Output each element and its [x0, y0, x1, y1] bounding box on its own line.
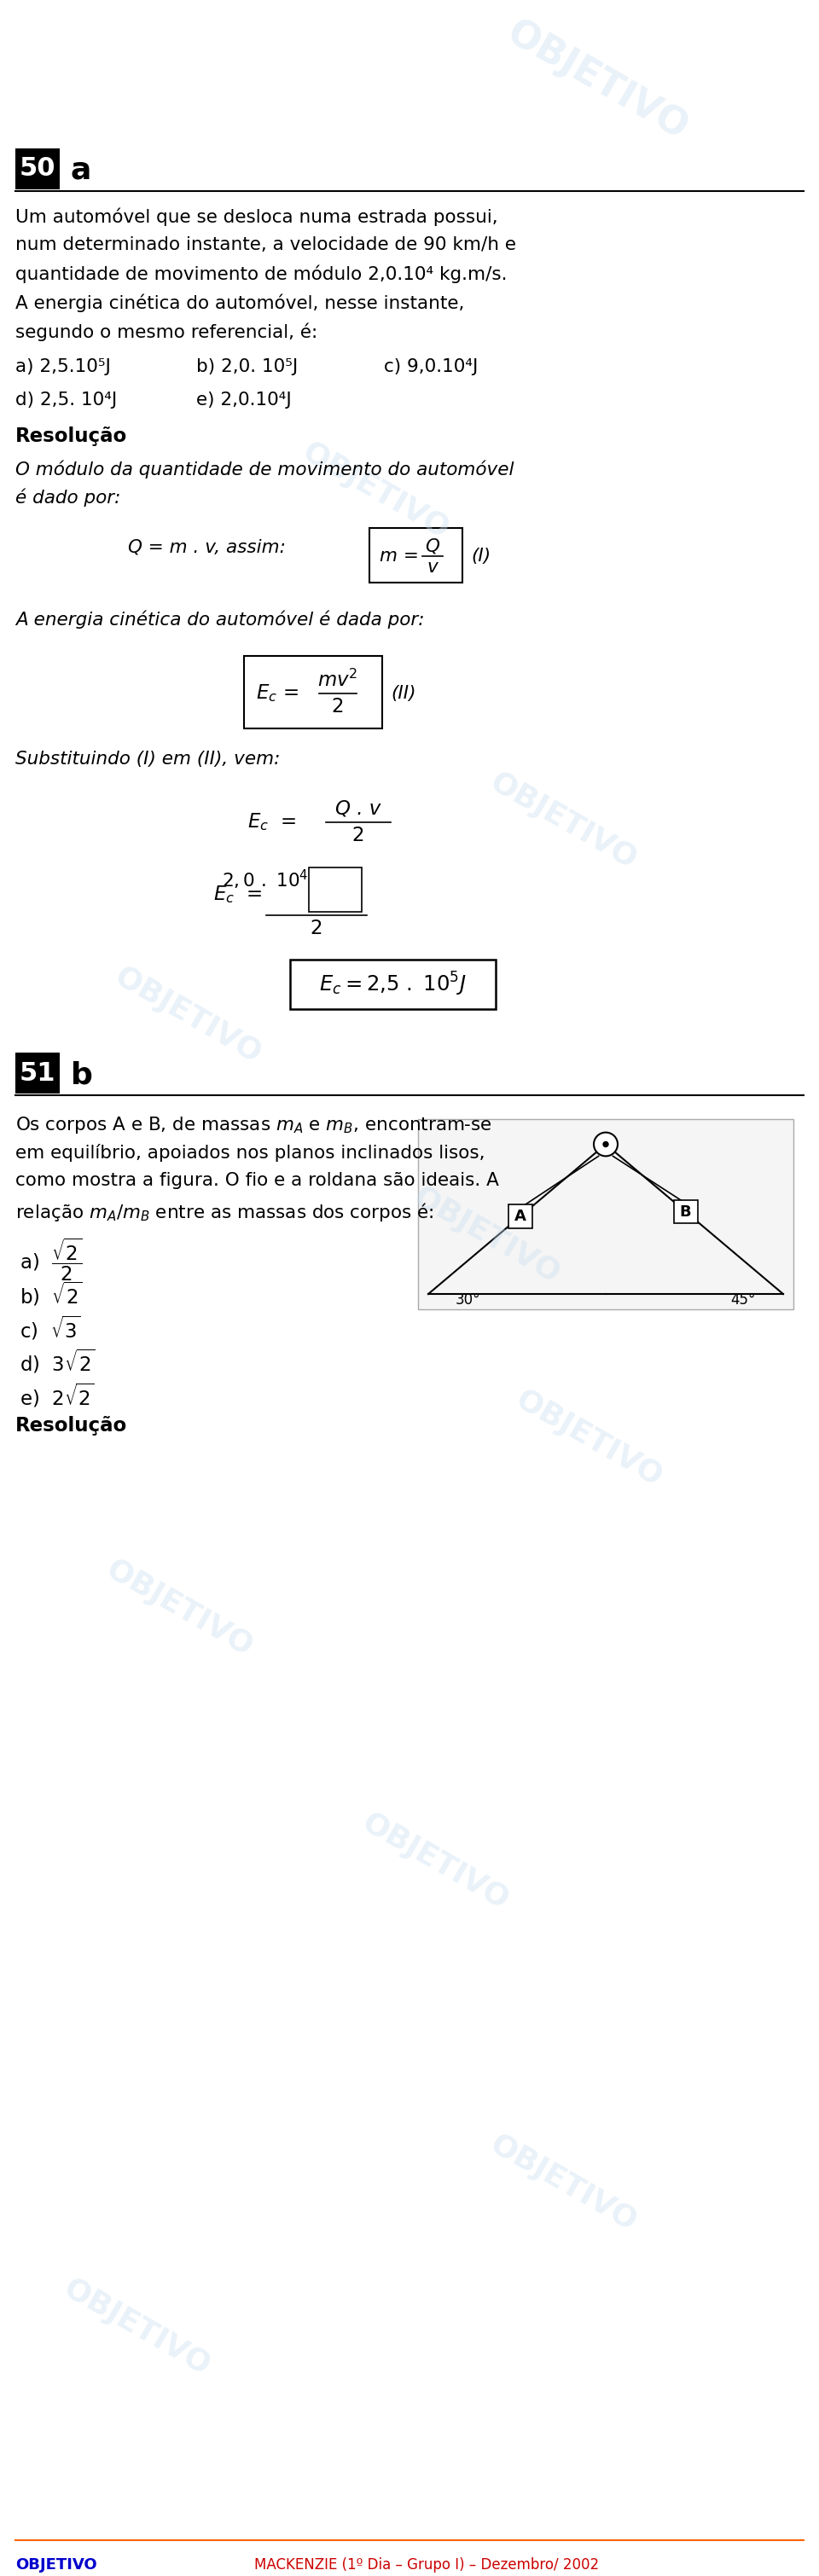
Text: b) 2,0. 10⁵J: b) 2,0. 10⁵J: [197, 358, 298, 376]
Text: A: A: [514, 1208, 527, 1224]
Text: 90: 90: [324, 873, 346, 889]
Text: OBJETIVO: OBJETIVO: [408, 1182, 565, 1291]
Circle shape: [594, 1133, 618, 1157]
Text: OBJETIVO: OBJETIVO: [510, 1386, 667, 1492]
Text: OBJETIVO: OBJETIVO: [500, 15, 695, 147]
Text: segundo o mesmo referencial, é:: segundo o mesmo referencial, é:: [16, 322, 318, 340]
Text: e) 2,0.10⁴J: e) 2,0.10⁴J: [197, 392, 292, 410]
Text: $E_c = 2{,}5\ .\ 10^5 J$: $E_c = 2{,}5\ .\ 10^5 J$: [319, 971, 466, 997]
Text: a)  $\dfrac{\sqrt{2}}{2}$: a) $\dfrac{\sqrt{2}}{2}$: [20, 1236, 82, 1283]
Text: Substituindo (I) em (II), vem:: Substituindo (I) em (II), vem:: [16, 750, 280, 768]
FancyBboxPatch shape: [418, 1118, 794, 1309]
Text: Resolução: Resolução: [16, 428, 127, 446]
Text: Q = m . v, assim:: Q = m . v, assim:: [128, 538, 286, 556]
Text: Q . v: Q . v: [336, 799, 381, 819]
FancyBboxPatch shape: [16, 149, 60, 188]
Text: OBJETIVO: OBJETIVO: [16, 2558, 97, 2573]
Text: OBJETIVO: OBJETIVO: [58, 2275, 215, 2380]
FancyBboxPatch shape: [673, 1200, 698, 1224]
Text: 51: 51: [20, 1061, 56, 1084]
Text: 2: 2: [332, 698, 344, 716]
Text: m =: m =: [380, 549, 419, 564]
Text: quantidade de movimento de módulo 2,0.10⁴ kg.m/s.: quantidade de movimento de módulo 2,0.10…: [16, 265, 507, 283]
Text: é dado por:: é dado por:: [16, 489, 120, 507]
Text: Resolução: Resolução: [16, 1417, 127, 1435]
Text: relação $m_A/m_B$ entre as massas dos corpos é:: relação $m_A/m_B$ entre as massas dos co…: [16, 1200, 434, 1224]
Circle shape: [603, 1141, 609, 1146]
FancyBboxPatch shape: [509, 1206, 532, 1229]
Text: a) 2,5.10⁵J: a) 2,5.10⁵J: [16, 358, 111, 376]
Text: OBJETIVO: OBJETIVO: [101, 1553, 258, 1662]
Text: $mv^2$: $mv^2$: [318, 670, 358, 690]
Text: em equilíbrio, apoiados nos planos inclinados lisos,: em equilíbrio, apoiados nos planos incli…: [16, 1144, 485, 1162]
Text: (I): (I): [471, 549, 491, 564]
FancyBboxPatch shape: [290, 961, 495, 1010]
Text: 2: 2: [352, 827, 364, 845]
FancyBboxPatch shape: [244, 657, 382, 729]
Text: $E_c$ =: $E_c$ =: [256, 683, 299, 703]
Text: d)  $3\sqrt{2}$: d) $3\sqrt{2}$: [20, 1347, 95, 1376]
Text: Os corpos A e B, de massas $m_A$ e $m_B$, encontram-se: Os corpos A e B, de massas $m_A$ e $m_B$…: [16, 1115, 492, 1136]
Text: 50: 50: [20, 157, 56, 180]
Text: A energia cinética do automóvel é dada por:: A energia cinética do automóvel é dada p…: [16, 611, 424, 629]
Text: A energia cinética do automóvel, nesse instante,: A energia cinética do automóvel, nesse i…: [16, 294, 464, 312]
Text: 30°: 30°: [455, 1293, 481, 1309]
Text: OBJETIVO: OBJETIVO: [356, 1808, 514, 1917]
Text: OBJETIVO: OBJETIVO: [109, 961, 266, 1069]
Text: MACKENZIE (1º Dia – Grupo I) – Dezembro/ 2002: MACKENZIE (1º Dia – Grupo I) – Dezembro/…: [254, 2558, 599, 2573]
Text: b: b: [70, 1061, 93, 1090]
Text: $2,0\ .\ 10^4$: $2,0\ .\ 10^4$: [222, 868, 309, 891]
FancyBboxPatch shape: [369, 528, 463, 582]
Text: OBJETIVO: OBJETIVO: [485, 2130, 641, 2236]
Text: O módulo da quantidade de movimento do automóvel: O módulo da quantidade de movimento do a…: [16, 459, 514, 479]
FancyBboxPatch shape: [16, 1054, 60, 1095]
Text: num determinado instante, a velocidade de 90 km/h e: num determinado instante, a velocidade d…: [16, 237, 516, 252]
Text: c) 9,0.10⁴J: c) 9,0.10⁴J: [384, 358, 478, 376]
Text: 3,6: 3,6: [322, 891, 349, 907]
Text: $E_c$  =: $E_c$ =: [247, 811, 296, 832]
Text: c)  $\sqrt{3}$: c) $\sqrt{3}$: [20, 1314, 81, 1342]
Text: Um automóvel que se desloca numa estrada possui,: Um automóvel que se desloca numa estrada…: [16, 209, 498, 227]
Text: OBJETIVO: OBJETIVO: [485, 768, 641, 876]
Text: a: a: [70, 157, 92, 185]
Text: v: v: [427, 559, 438, 577]
FancyBboxPatch shape: [309, 868, 362, 912]
Text: B: B: [680, 1203, 691, 1218]
Text: $E_c$  =: $E_c$ =: [213, 884, 262, 904]
Text: b)  $\sqrt{2}$: b) $\sqrt{2}$: [20, 1280, 83, 1309]
Text: OBJETIVO: OBJETIVO: [297, 438, 454, 544]
Text: como mostra a figura. O fio e a roldana são ideais. A: como mostra a figura. O fio e a roldana …: [16, 1172, 499, 1190]
Text: e)  $2\sqrt{2}$: e) $2\sqrt{2}$: [20, 1383, 95, 1409]
Text: Q: Q: [425, 538, 440, 554]
Text: 2: 2: [310, 920, 323, 938]
Text: (II): (II): [391, 685, 416, 701]
Text: d) 2,5. 10⁴J: d) 2,5. 10⁴J: [16, 392, 117, 410]
Text: 45°: 45°: [731, 1293, 755, 1309]
